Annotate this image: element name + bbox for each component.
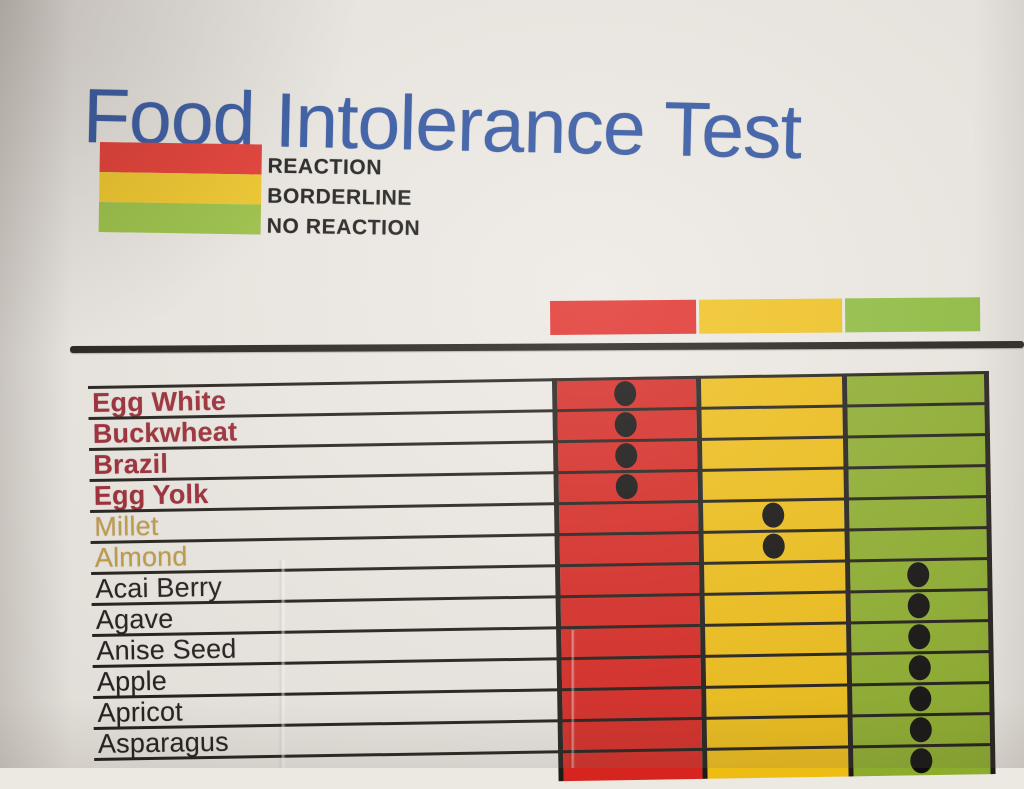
food-label: Asparagus xyxy=(97,726,230,759)
food-label: Almond xyxy=(94,541,188,573)
food-label: Egg White xyxy=(92,385,227,418)
color-bar-segment-borderline xyxy=(698,298,843,334)
result-dot xyxy=(910,748,933,774)
result-dot xyxy=(908,624,931,650)
results-table: Egg White Buckwheat Brazil Egg Yolk Millet Al… xyxy=(88,371,996,789)
legend-swatch xyxy=(98,142,262,235)
legend-stripe-yellow xyxy=(99,171,262,205)
category-color-bar xyxy=(550,297,981,335)
food-label: Agave xyxy=(95,603,174,635)
legend-label-borderline: BORDERLINE xyxy=(266,184,413,210)
divider-line xyxy=(70,341,1024,353)
food-label: Apricot xyxy=(97,696,184,728)
food-label: Egg Yolk xyxy=(93,479,209,511)
result-dot xyxy=(907,593,930,619)
result-dot xyxy=(909,717,933,743)
result-dot xyxy=(615,473,638,500)
result-dot xyxy=(613,380,637,407)
food-label: Acai Berry xyxy=(95,571,223,604)
result-dot xyxy=(907,562,930,588)
result-dot xyxy=(908,655,931,681)
food-label: Anise Seed xyxy=(96,633,237,666)
legend-stripe-green xyxy=(98,201,262,235)
food-label: Brazil xyxy=(93,448,169,480)
legend-label-no-reaction: NO REACTION xyxy=(266,214,421,241)
result-dot xyxy=(615,442,638,469)
result-dot xyxy=(909,686,932,712)
food-label: Millet xyxy=(94,510,159,542)
food-label: Apple xyxy=(96,665,168,697)
table-rows: Egg White Buckwheat Brazil Egg Yolk Millet Al… xyxy=(88,371,996,789)
color-bar-segment-no-reaction xyxy=(844,297,981,333)
result-dot xyxy=(614,411,637,438)
color-bar-segment-reaction xyxy=(550,299,697,335)
result-dot xyxy=(762,502,785,528)
legend-labels: REACTION BORDERLINE NO REACTION xyxy=(266,152,527,246)
legend-label-reaction: REACTION xyxy=(267,154,383,180)
legend-stripe-red xyxy=(99,142,262,175)
food-label: Buckwheat xyxy=(92,416,238,449)
result-dot xyxy=(762,533,785,559)
